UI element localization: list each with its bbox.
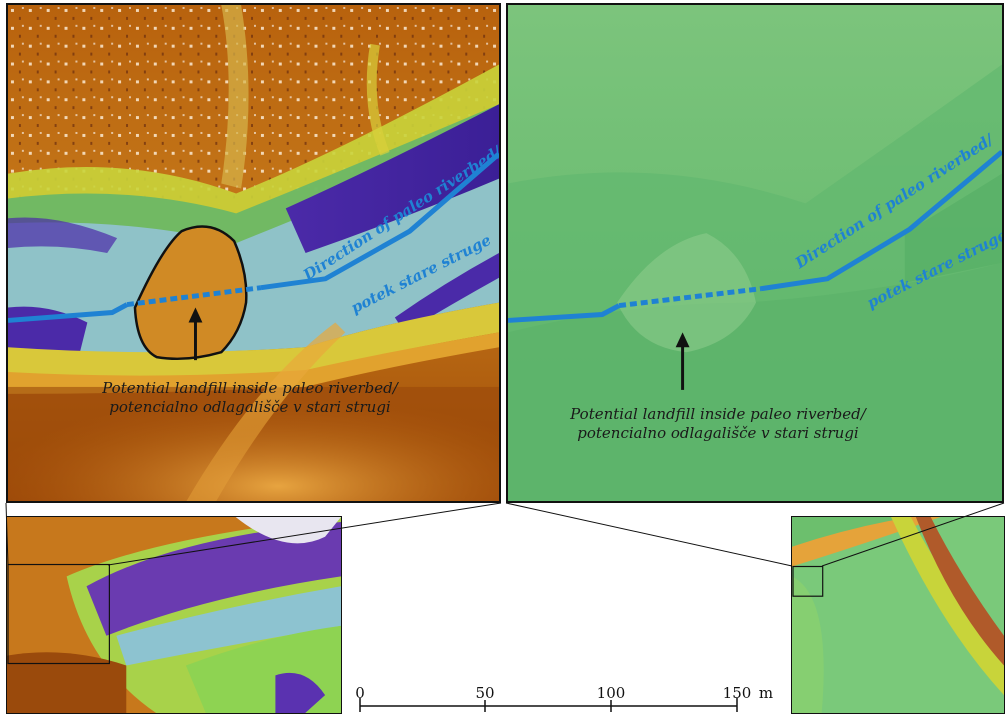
relief-raster [8, 5, 499, 501]
relief-overview-inset [6, 516, 342, 714]
relief-overview-raster [7, 517, 341, 713]
river-line-east [760, 149, 1002, 292]
scale-tick-label: 150 [722, 684, 752, 702]
scale-tick-label: 100 [596, 684, 626, 702]
river-line-west [8, 302, 129, 323]
landfill-label: Potential landfill inside paleo riverbed… [528, 405, 908, 443]
scale-tick-label: 0 [355, 684, 365, 702]
landfill-label: Potential landfill inside paleo riverbed… [60, 379, 440, 417]
landfill-label-line2: potencialno odlagališče v stari strugi [577, 424, 859, 442]
scale-bar [359, 698, 738, 712]
scale-tick-label: 50 [475, 684, 495, 702]
landfill-label-line2: potencialno odlagališče v stari strugi [109, 398, 391, 416]
scale-unit-label: m [758, 684, 774, 702]
river-line-dashed [126, 285, 262, 308]
landfill-outline [133, 225, 248, 361]
river-line-west [508, 303, 621, 323]
extent-box [7, 563, 110, 665]
terrain-overview-raster [792, 517, 1004, 713]
terrain-raster [508, 5, 1002, 501]
relief-map-panel: Direction of paleo riverbed/ potek stare… [6, 3, 501, 503]
terrain-overview-inset [791, 516, 1005, 714]
landfill-label-line1: Potential landfill inside paleo riverbed… [102, 379, 398, 397]
terrain-model-panel: Direction of paleo riverbed/ potek stare… [506, 3, 1004, 503]
landfill-label-line1: Potential landfill inside paleo riverbed… [570, 405, 866, 423]
river-line-east [260, 151, 499, 291]
river-line-dashed [618, 286, 762, 309]
connector-line [505, 502, 793, 567]
extent-box [792, 565, 824, 597]
